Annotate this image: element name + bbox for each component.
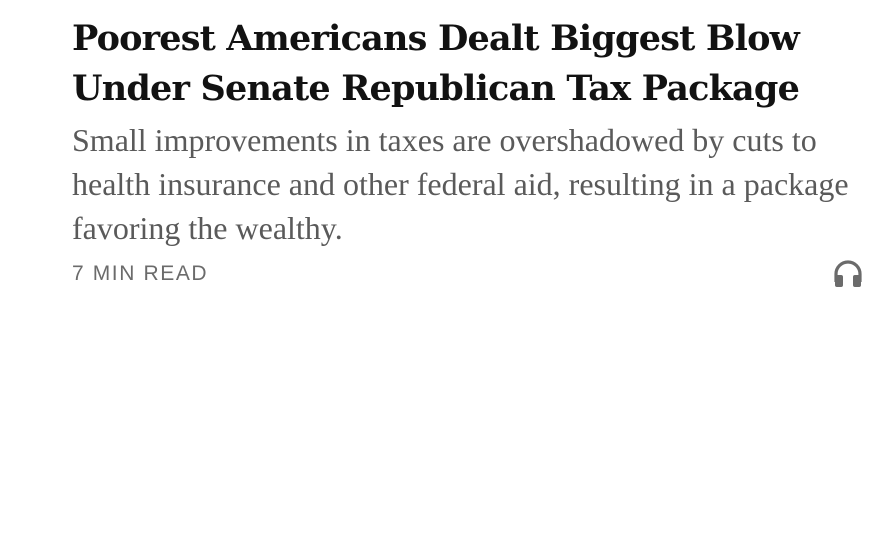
headphones-icon[interactable] bbox=[832, 258, 864, 290]
read-time: 7 MIN READ bbox=[72, 262, 209, 285]
article-headline[interactable]: Poorest Americans Dealt Biggest Blow Und… bbox=[72, 18, 800, 109]
article-summary: Small improvements in taxes are overshad… bbox=[72, 122, 849, 246]
